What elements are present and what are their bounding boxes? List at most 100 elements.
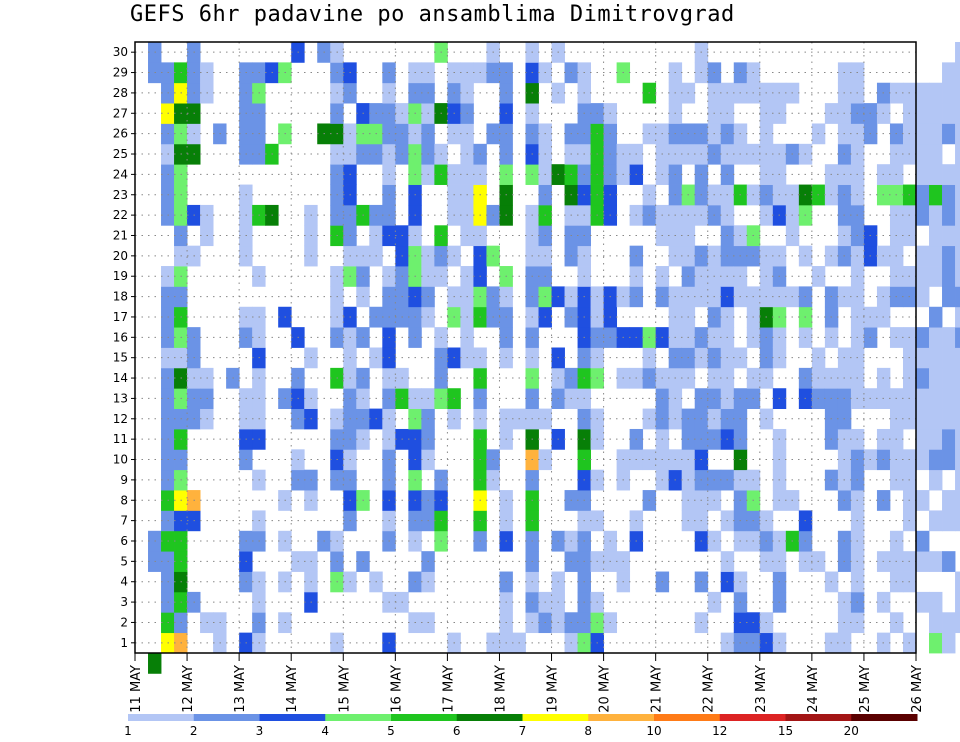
y-tick-label: 21	[113, 228, 128, 242]
precip-cell	[955, 42, 960, 63]
legend-swatch	[851, 714, 918, 721]
precip-cell	[916, 428, 930, 450]
precip-cell	[916, 347, 930, 369]
precip-cell	[955, 306, 960, 328]
legend-label: 4	[321, 724, 329, 738]
precip-cell	[929, 388, 943, 409]
precip-cell	[929, 449, 943, 471]
precip-cell	[929, 347, 943, 369]
legend-label: 6	[453, 724, 461, 738]
precip-cell	[955, 469, 960, 491]
precip-cell	[929, 551, 943, 572]
precip-cell	[942, 490, 956, 511]
precip-cell	[942, 82, 956, 104]
precip-cell	[929, 82, 943, 104]
y-tick-label: 1	[120, 636, 128, 650]
y-tick-label: 14	[113, 371, 128, 385]
precip-cell	[955, 490, 960, 511]
precip-cell	[955, 245, 960, 267]
precip-cell	[955, 510, 960, 532]
y-tick-label: 23	[113, 188, 128, 202]
precip-cell	[942, 266, 956, 287]
y-tick-label: 8	[120, 493, 128, 507]
precip-cell	[929, 408, 943, 430]
precip-cell	[955, 266, 960, 287]
precip-cell	[929, 612, 943, 634]
precip-cell	[942, 408, 956, 430]
precip-cell	[942, 103, 956, 124]
x-tick-label: 22 MAY	[702, 665, 717, 713]
precip-cell	[955, 143, 960, 165]
precip-cell	[929, 591, 943, 613]
precip-cell	[955, 103, 960, 124]
precip-cell	[916, 551, 930, 572]
precip-cell	[942, 62, 956, 84]
precip-cell	[929, 327, 943, 348]
plot-frame	[134, 41, 917, 654]
legend-swatch	[128, 714, 195, 721]
precip-cell	[942, 388, 956, 409]
precip-cell	[929, 184, 943, 206]
x-tick-label: 18 MAY	[493, 665, 508, 713]
x-tick-label: 26 MAY	[910, 665, 925, 713]
precip-cell	[955, 347, 960, 369]
precip-cell	[916, 123, 930, 145]
precip-cell	[942, 632, 956, 654]
precip-cell	[929, 143, 943, 165]
y-tick-label: 9	[120, 473, 128, 487]
precip-cell	[942, 612, 956, 634]
x-tick-label: 14 MAY	[285, 665, 300, 713]
y-tick-label: 20	[113, 249, 128, 263]
precip-cell	[916, 408, 930, 430]
precip-cell	[942, 510, 956, 532]
precip-cell	[916, 388, 930, 409]
y-tick-label: 30	[113, 45, 128, 59]
legend-swatch	[456, 714, 523, 721]
precip-cell	[942, 245, 956, 267]
y-tick-label: 15	[113, 351, 128, 365]
legend-label: 8	[584, 724, 592, 738]
y-axis: 1234567891011121314151617181920212223242…	[113, 45, 135, 650]
precip-cell	[929, 103, 943, 124]
grid-layer	[135, 42, 916, 653]
precip-cell	[955, 408, 960, 430]
y-tick-label: 11	[113, 432, 128, 446]
precip-cell	[955, 286, 960, 308]
precip-cell	[916, 530, 930, 552]
y-tick-label: 26	[113, 127, 128, 141]
precip-cell	[942, 123, 956, 145]
precip-cell	[916, 490, 930, 511]
precip-cell	[916, 204, 930, 226]
precip-cell	[929, 164, 943, 185]
precip-cell	[929, 632, 943, 654]
legend-label: 12	[712, 724, 727, 738]
legend-swatch	[588, 714, 655, 721]
precip-cell	[942, 327, 956, 348]
precip-cell	[929, 306, 943, 328]
y-tick-label: 16	[113, 330, 128, 344]
x-tick-label: 11 MAY	[129, 665, 144, 713]
precip-cell	[929, 204, 943, 226]
y-tick-label: 5	[120, 554, 128, 568]
y-tick-label: 24	[113, 167, 128, 181]
x-tick-label: 20 MAY	[598, 665, 613, 713]
y-tick-label: 22	[113, 208, 128, 222]
y-tick-label: 2	[120, 615, 128, 629]
precip-cell	[929, 428, 943, 450]
precip-cell	[942, 164, 956, 185]
legend-label: 3	[256, 724, 264, 738]
precip-cell	[916, 143, 930, 165]
x-axis: 11 MAY 12 MAY 13 MAY 14 MAY 15 MAY 16 MAY 17 M…	[129, 653, 925, 713]
y-tick-label: 13	[113, 391, 128, 405]
chart-title: GEFS 6hr padavine po ansamblima Dimitrov…	[130, 2, 735, 27]
precip-cell	[929, 225, 943, 247]
x-tick-label: 25 MAY	[858, 665, 873, 713]
precip-cell	[942, 347, 956, 369]
precip-cell	[942, 286, 956, 308]
precip-cell	[955, 449, 960, 471]
y-tick-label: 29	[113, 66, 128, 80]
y-tick-label: 4	[120, 575, 128, 589]
precip-cell	[916, 286, 930, 308]
precip-cell	[929, 469, 943, 491]
precip-cell	[942, 367, 956, 389]
